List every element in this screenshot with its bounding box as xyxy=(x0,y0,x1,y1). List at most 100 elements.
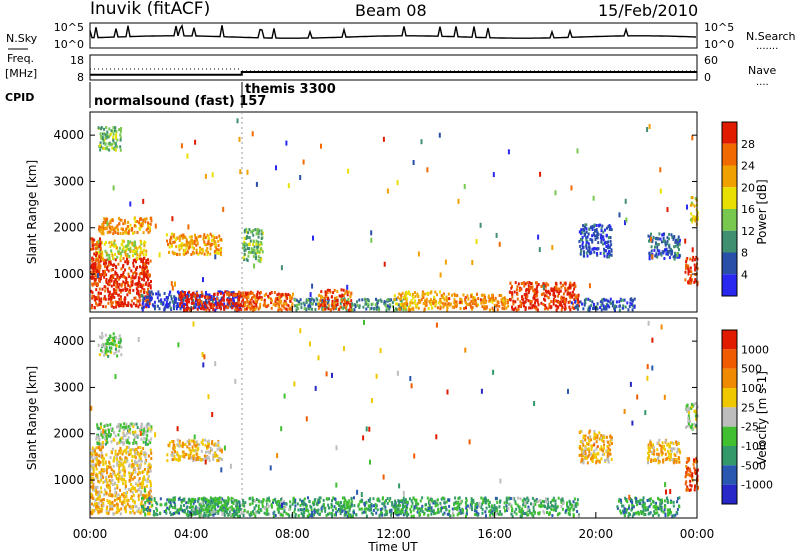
scatter-cell xyxy=(471,260,474,265)
scatter-cell xyxy=(95,244,98,248)
scatter-cell xyxy=(477,303,480,307)
scatter-cell xyxy=(96,453,99,457)
scatter-cell xyxy=(272,302,275,306)
scatter-cell xyxy=(336,299,339,302)
scatter-cell xyxy=(464,297,467,301)
scatter-cell xyxy=(129,249,132,253)
scatter-cell xyxy=(223,293,226,297)
scatter-cell xyxy=(201,292,204,296)
scatter-cell xyxy=(677,235,680,239)
scatter-cell xyxy=(397,303,400,307)
scatter-cell xyxy=(542,284,545,290)
scatter-cell xyxy=(181,445,184,449)
scatter-cell xyxy=(119,423,122,427)
scatter-cell xyxy=(610,253,613,257)
scatter-cell xyxy=(139,294,142,298)
scatter-cell xyxy=(277,308,280,312)
scatter-cell xyxy=(365,501,368,505)
scatter-cell xyxy=(172,446,175,450)
scatter-cell xyxy=(309,299,312,303)
scatter-cell xyxy=(257,507,260,511)
scatter-cell xyxy=(216,459,219,463)
scatter-cell xyxy=(401,291,404,295)
scatter-cell xyxy=(114,272,117,276)
scatter-cell xyxy=(113,504,116,508)
scatter-cell xyxy=(178,508,181,512)
scatter-cell xyxy=(195,443,198,447)
scatter-cell xyxy=(317,302,320,306)
scatter-cell xyxy=(145,217,148,221)
scatter-cell xyxy=(277,305,280,309)
scatter-cell xyxy=(528,306,531,310)
scatter-cell xyxy=(564,286,567,290)
scatter-cell xyxy=(536,300,539,304)
scatter-cell xyxy=(219,291,222,295)
scatter-cell xyxy=(147,230,150,234)
scatter-cell xyxy=(513,308,516,312)
scatter-cell xyxy=(307,298,310,302)
scatter-cell xyxy=(277,511,280,514)
scatter-cell xyxy=(128,254,131,258)
scatter-cell xyxy=(140,272,142,275)
scatter-cell xyxy=(188,290,191,294)
scatter-cell xyxy=(564,305,567,309)
scatter-cell xyxy=(180,298,183,302)
scatter-cell xyxy=(488,299,491,303)
scatter-cell xyxy=(194,139,197,145)
scatter-cell xyxy=(593,306,596,310)
scatter-cell xyxy=(405,293,408,297)
scatter-cell xyxy=(222,505,225,509)
nsky-line xyxy=(89,23,697,39)
scatter-cell xyxy=(305,505,308,509)
scatter-cell xyxy=(110,450,113,454)
scatter-cell xyxy=(137,446,140,450)
scatter-cell xyxy=(190,450,193,454)
scatter-cell xyxy=(115,266,118,270)
scatter-cell xyxy=(205,504,208,508)
scatter-cell xyxy=(127,441,129,445)
scatter-cell xyxy=(488,500,491,504)
scatter-cell xyxy=(243,228,246,232)
scatter-cell xyxy=(142,283,145,287)
scatter-cell xyxy=(136,509,139,513)
scatter-cell xyxy=(654,254,657,258)
scatter-cell xyxy=(202,458,205,462)
scatter-cell xyxy=(481,305,484,309)
scatter-cell xyxy=(457,198,460,204)
scatter-cell xyxy=(191,242,194,245)
scatter-cell xyxy=(133,511,136,515)
scatter-cell xyxy=(122,288,125,292)
scatter-cell xyxy=(402,296,405,299)
scatter-cell xyxy=(117,262,120,266)
scatter-cell xyxy=(221,298,224,302)
scatter-cell xyxy=(173,236,176,240)
scatter-cell xyxy=(146,480,149,484)
scatter-cell xyxy=(98,266,101,270)
scatter-cell xyxy=(141,422,143,426)
scatter-cell xyxy=(259,260,262,264)
scatter-cell xyxy=(217,511,220,515)
scatter-cell xyxy=(145,270,148,274)
scatter-cell xyxy=(120,267,123,271)
scatter-cell xyxy=(119,275,121,279)
scatter-cell xyxy=(201,305,204,309)
scatter-cell xyxy=(255,232,258,236)
scatter-cell xyxy=(665,252,668,256)
scatter-cell xyxy=(196,291,199,295)
scatter-cell xyxy=(196,294,199,298)
scatter-cell xyxy=(106,437,108,441)
scatter-cell xyxy=(618,300,621,304)
scatter-cell xyxy=(124,438,127,442)
scatter-cell xyxy=(128,266,131,270)
scatter-cell xyxy=(204,456,207,460)
scatter-cell xyxy=(119,259,122,262)
scatter-cell xyxy=(552,289,555,293)
scatter-cell xyxy=(469,303,472,307)
scatter-cell xyxy=(102,226,105,230)
scatter-cell xyxy=(138,276,141,280)
scatter-cell xyxy=(196,299,199,303)
scatter-cell xyxy=(100,433,103,437)
scatter-cell xyxy=(115,305,118,309)
scatter-cell xyxy=(145,275,148,278)
scatter-cell xyxy=(107,297,110,301)
